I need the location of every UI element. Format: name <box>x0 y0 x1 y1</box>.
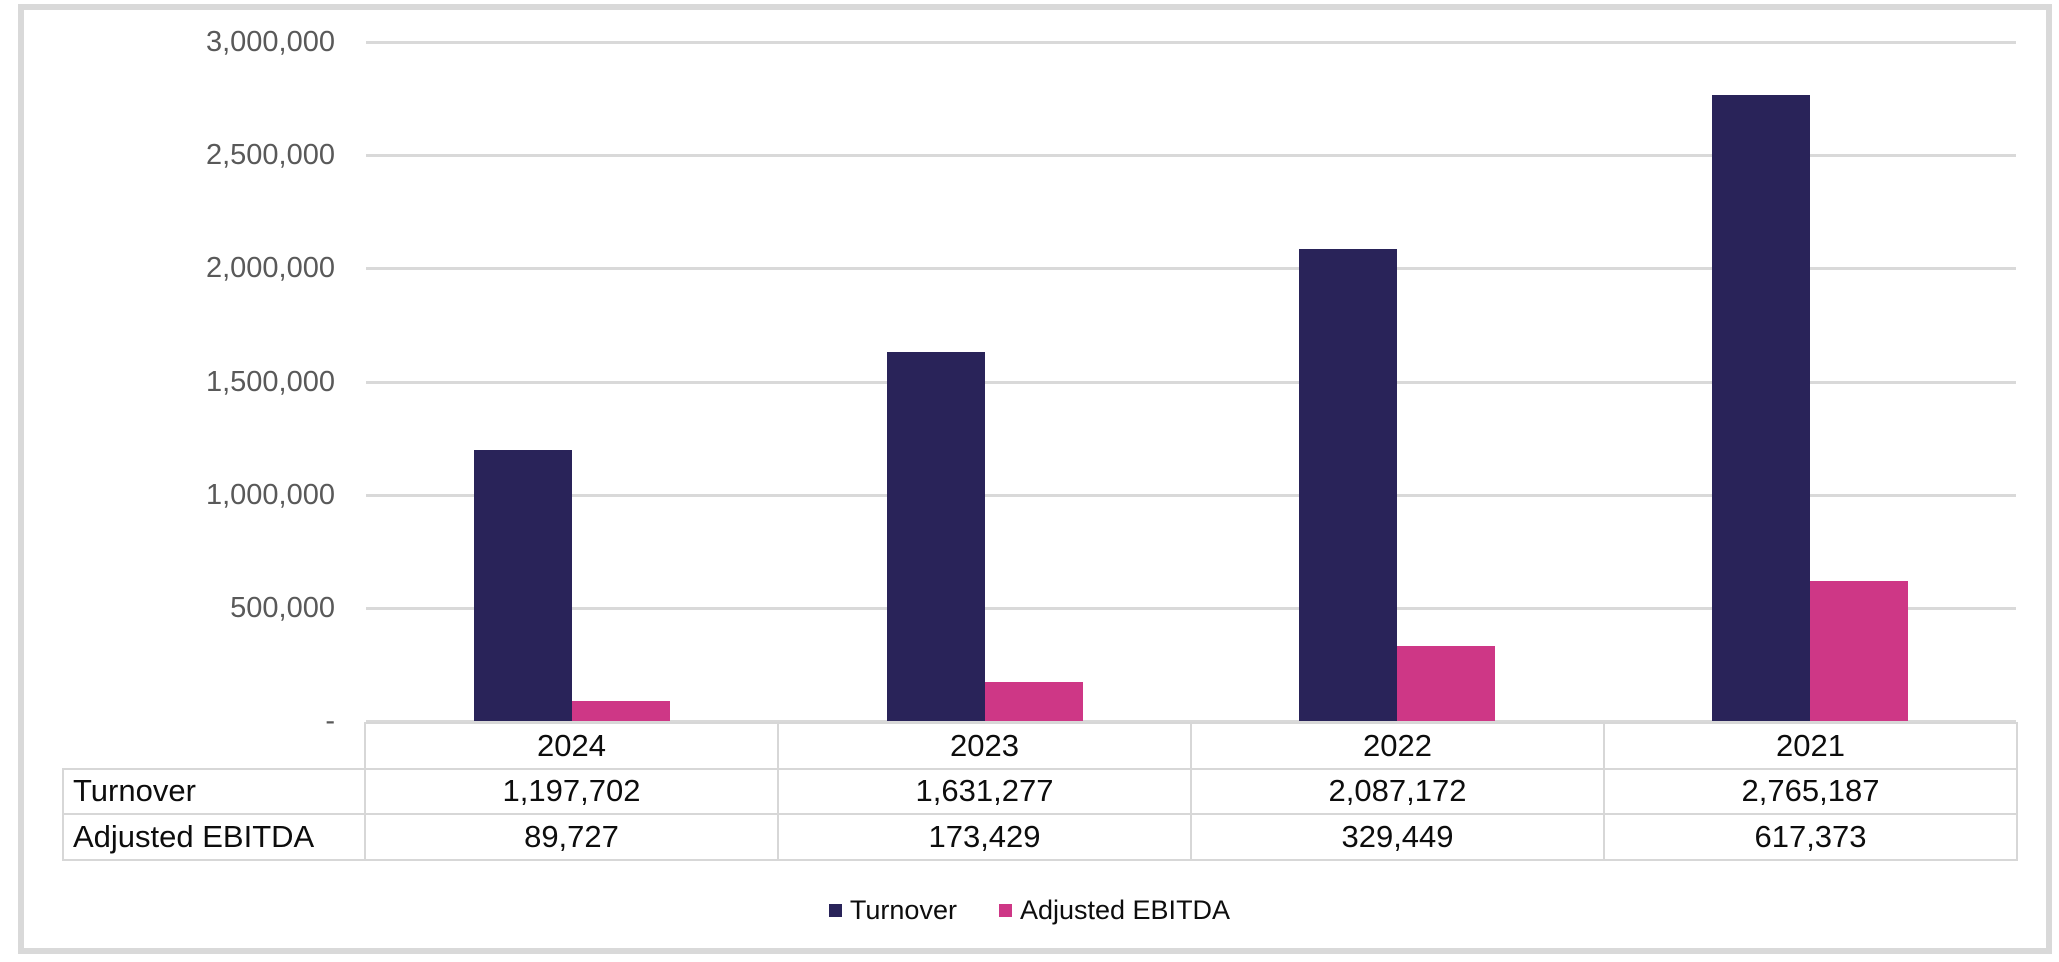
table-value-turnover-2021: 2,765,187 <box>1603 767 2018 816</box>
legend-swatch-icon <box>998 903 1012 917</box>
bar-adjusted-ebitda-2024 <box>572 700 671 721</box>
table-corner-cell <box>63 723 365 769</box>
data-table: 2024 2023 2022 2021 Turnover 1,197,702 1,631,2… <box>62 722 2018 861</box>
table-value-adjusted-ebitda-2023: 173,429 <box>777 813 1192 861</box>
table-value-turnover-2024: 1,197,702 <box>364 767 779 816</box>
legend-swatch-icon <box>828 903 842 917</box>
table-series-label-turnover: Turnover <box>62 767 366 816</box>
y-axis-tick-label: - <box>325 705 335 737</box>
data-table-body: 2024 2023 2022 2021 Turnover 1,197,702 1,631,2… <box>62 722 2018 861</box>
legend-label: Adjusted EBITDA <box>1019 894 1231 925</box>
legend-item-turnover: Turnover <box>828 894 957 925</box>
gridline <box>366 493 2016 497</box>
table-year-cell: 2021 <box>1603 722 2018 770</box>
y-axis-tick-label: 2,000,000 <box>205 252 335 285</box>
y-axis-tick-label: 1,000,000 <box>205 478 335 511</box>
gridline <box>366 267 2016 271</box>
bar-adjusted-ebitda-2023 <box>984 681 1083 721</box>
table-value-adjusted-ebitda-2021: 617,373 <box>1603 813 2018 861</box>
bar-adjusted-ebitda-2022 <box>1397 646 1496 721</box>
bar-adjusted-ebitda-2021 <box>1809 581 1908 721</box>
table-value-turnover-2023: 1,631,277 <box>777 767 1192 816</box>
gridline <box>366 606 2016 610</box>
y-axis-tick-label: 500,000 <box>230 591 335 624</box>
y-axis-tick-label: 2,500,000 <box>205 139 335 172</box>
table-year-cell: 2022 <box>1190 722 1605 770</box>
plot-area <box>366 41 2016 723</box>
legend-item-adjusted-ebitda: Adjusted EBITDA <box>998 894 1231 925</box>
bar-turnover-2021 <box>1711 95 1810 721</box>
gridline <box>366 380 2016 384</box>
gridline <box>366 154 2016 158</box>
table-series-label-adjusted-ebitda: Adjusted EBITDA <box>62 813 366 861</box>
table-year-cell: 2024 <box>364 722 779 770</box>
legend: Turnover Adjusted EBITDA <box>0 888 2059 932</box>
bar-turnover-2024 <box>474 449 573 721</box>
table-value-turnover-2022: 2,087,172 <box>1190 767 1605 816</box>
legend-label: Turnover <box>849 894 957 925</box>
table-value-adjusted-ebitda-2022: 329,449 <box>1190 813 1605 861</box>
category-axis-line <box>366 720 2016 723</box>
table-year-cell: 2023 <box>777 722 1192 770</box>
bar-turnover-2023 <box>886 351 985 721</box>
table-value-adjusted-ebitda-2024: 89,727 <box>364 813 779 861</box>
y-axis-tick-label: 3,000,000 <box>205 26 335 58</box>
gridline <box>366 41 2016 44</box>
bar-turnover-2022 <box>1299 248 1398 721</box>
y-axis-tick-label: 1,500,000 <box>205 365 335 398</box>
